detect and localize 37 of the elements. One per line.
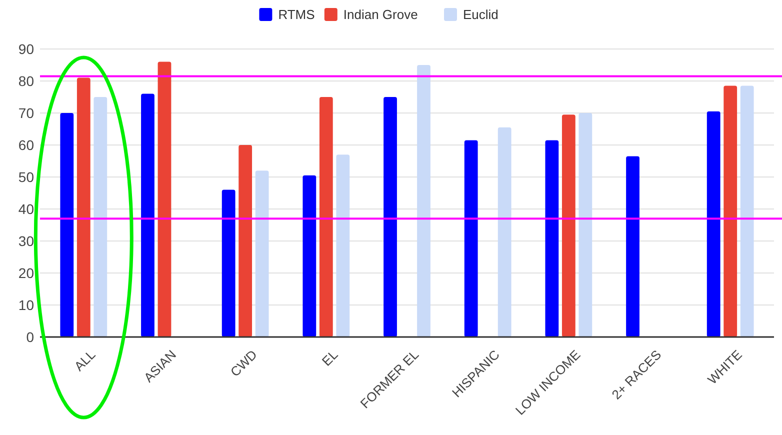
bar [141,94,154,337]
bar [238,145,252,337]
bar [417,65,430,337]
bar [60,113,74,337]
bar [724,86,738,337]
bar [498,127,512,337]
legend-label: Euclid [463,7,498,22]
bar [94,97,108,337]
y-tick-label: 60 [18,136,34,153]
bar [255,170,269,337]
bar [158,62,172,337]
y-tick-label: 20 [18,264,34,281]
bar [545,140,559,337]
bar [319,97,333,337]
bar [302,175,316,337]
bar [336,154,350,337]
y-tick-label: 0 [26,328,34,345]
y-tick-label: 90 [18,40,34,57]
y-tick-label: 30 [18,232,34,249]
y-tick-label: 50 [18,168,34,185]
bar [562,114,576,337]
bar [464,140,478,337]
x-tick-label: ALL [71,346,98,374]
bar [76,78,90,337]
legend-label: RTMS [278,7,316,22]
bar [384,97,397,337]
bar [578,113,592,337]
bar [706,111,720,337]
y-tick-label: 80 [18,72,34,89]
y-tick-label: 40 [18,200,34,217]
bar [740,86,754,337]
bar [222,190,236,337]
bar [626,156,640,337]
y-tick-label: 70 [18,104,34,121]
x-tick-label: EL [318,346,341,369]
legend-label: Indian Grove [343,7,418,22]
y-tick-label: 10 [18,296,34,313]
